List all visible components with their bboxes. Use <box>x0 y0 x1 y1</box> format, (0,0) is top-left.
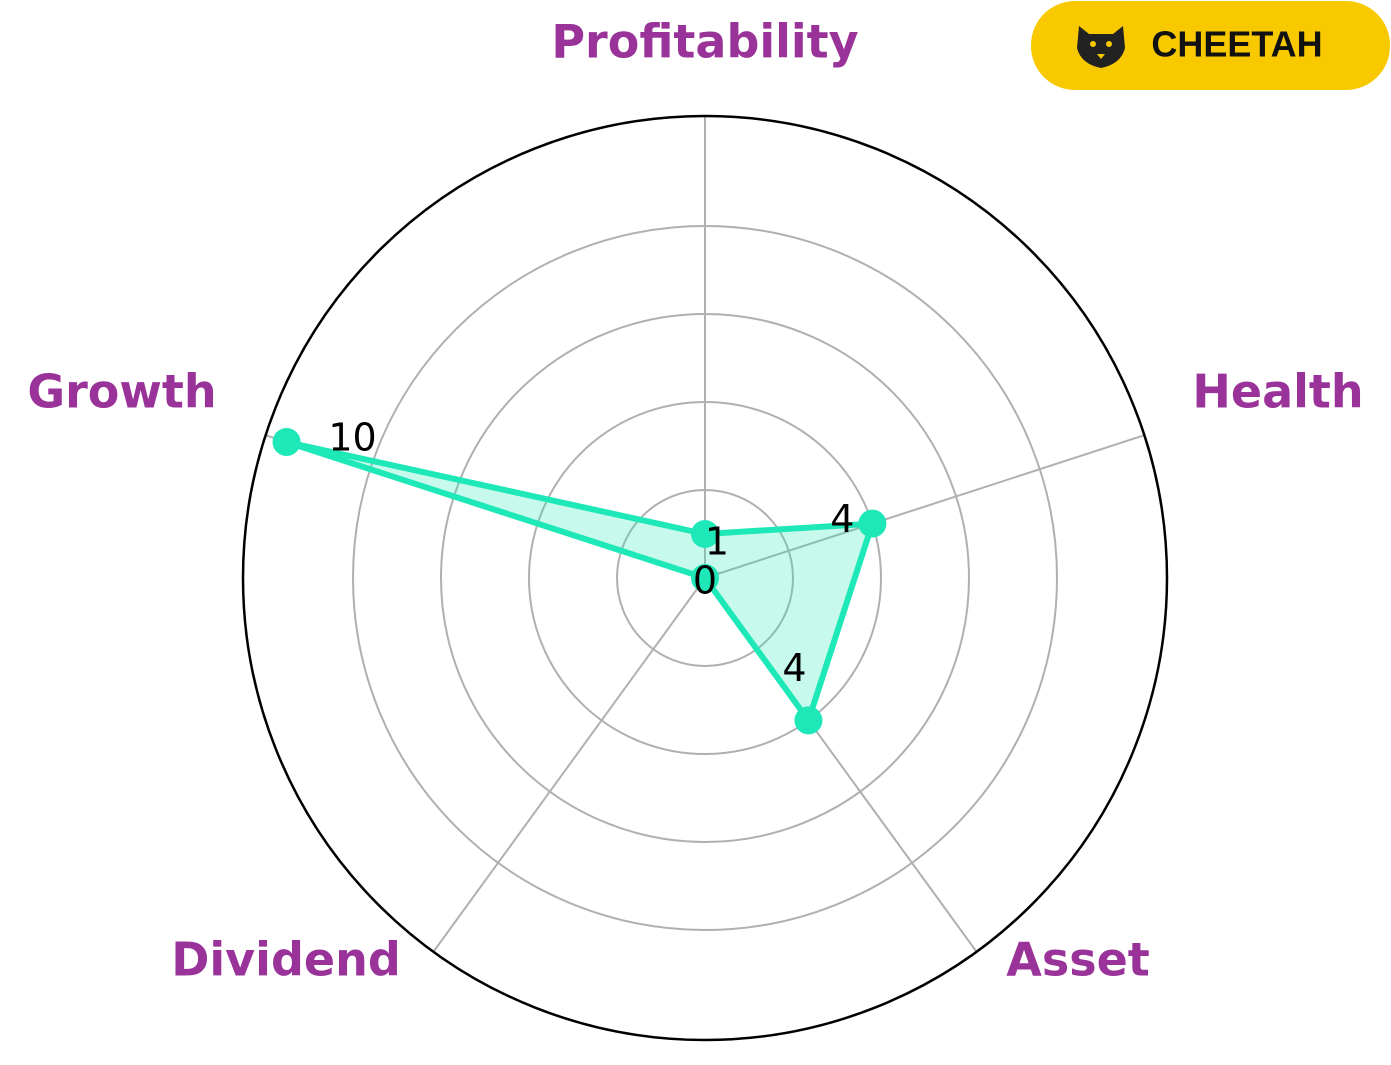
point <box>691 520 719 548</box>
point <box>794 706 823 735</box>
spoke <box>432 577 706 953</box>
category-label: Asset <box>1006 933 1150 987</box>
badge-label: CHEETAH <box>1151 24 1322 65</box>
category-label: Dividend <box>171 933 401 987</box>
line <box>283 439 876 724</box>
value-label: 1 <box>705 520 729 564</box>
spoke <box>704 434 1145 579</box>
badge: CHEETAH <box>1031 1 1390 90</box>
badge-background <box>1031 1 1390 90</box>
point <box>691 564 719 592</box>
value-label: 4 <box>782 646 806 690</box>
cheetah-icon <box>1077 26 1125 68</box>
value-label: 10 <box>328 416 376 460</box>
value-label: 0 <box>693 559 717 603</box>
category-label: Profitability <box>551 15 858 69</box>
category-label: Growth <box>27 365 216 419</box>
outer-frame <box>241 114 1169 1042</box>
point <box>272 428 301 457</box>
point <box>858 509 887 538</box>
value-label: 4 <box>830 497 854 541</box>
area <box>286 442 873 721</box>
category-label: Health <box>1192 365 1363 419</box>
